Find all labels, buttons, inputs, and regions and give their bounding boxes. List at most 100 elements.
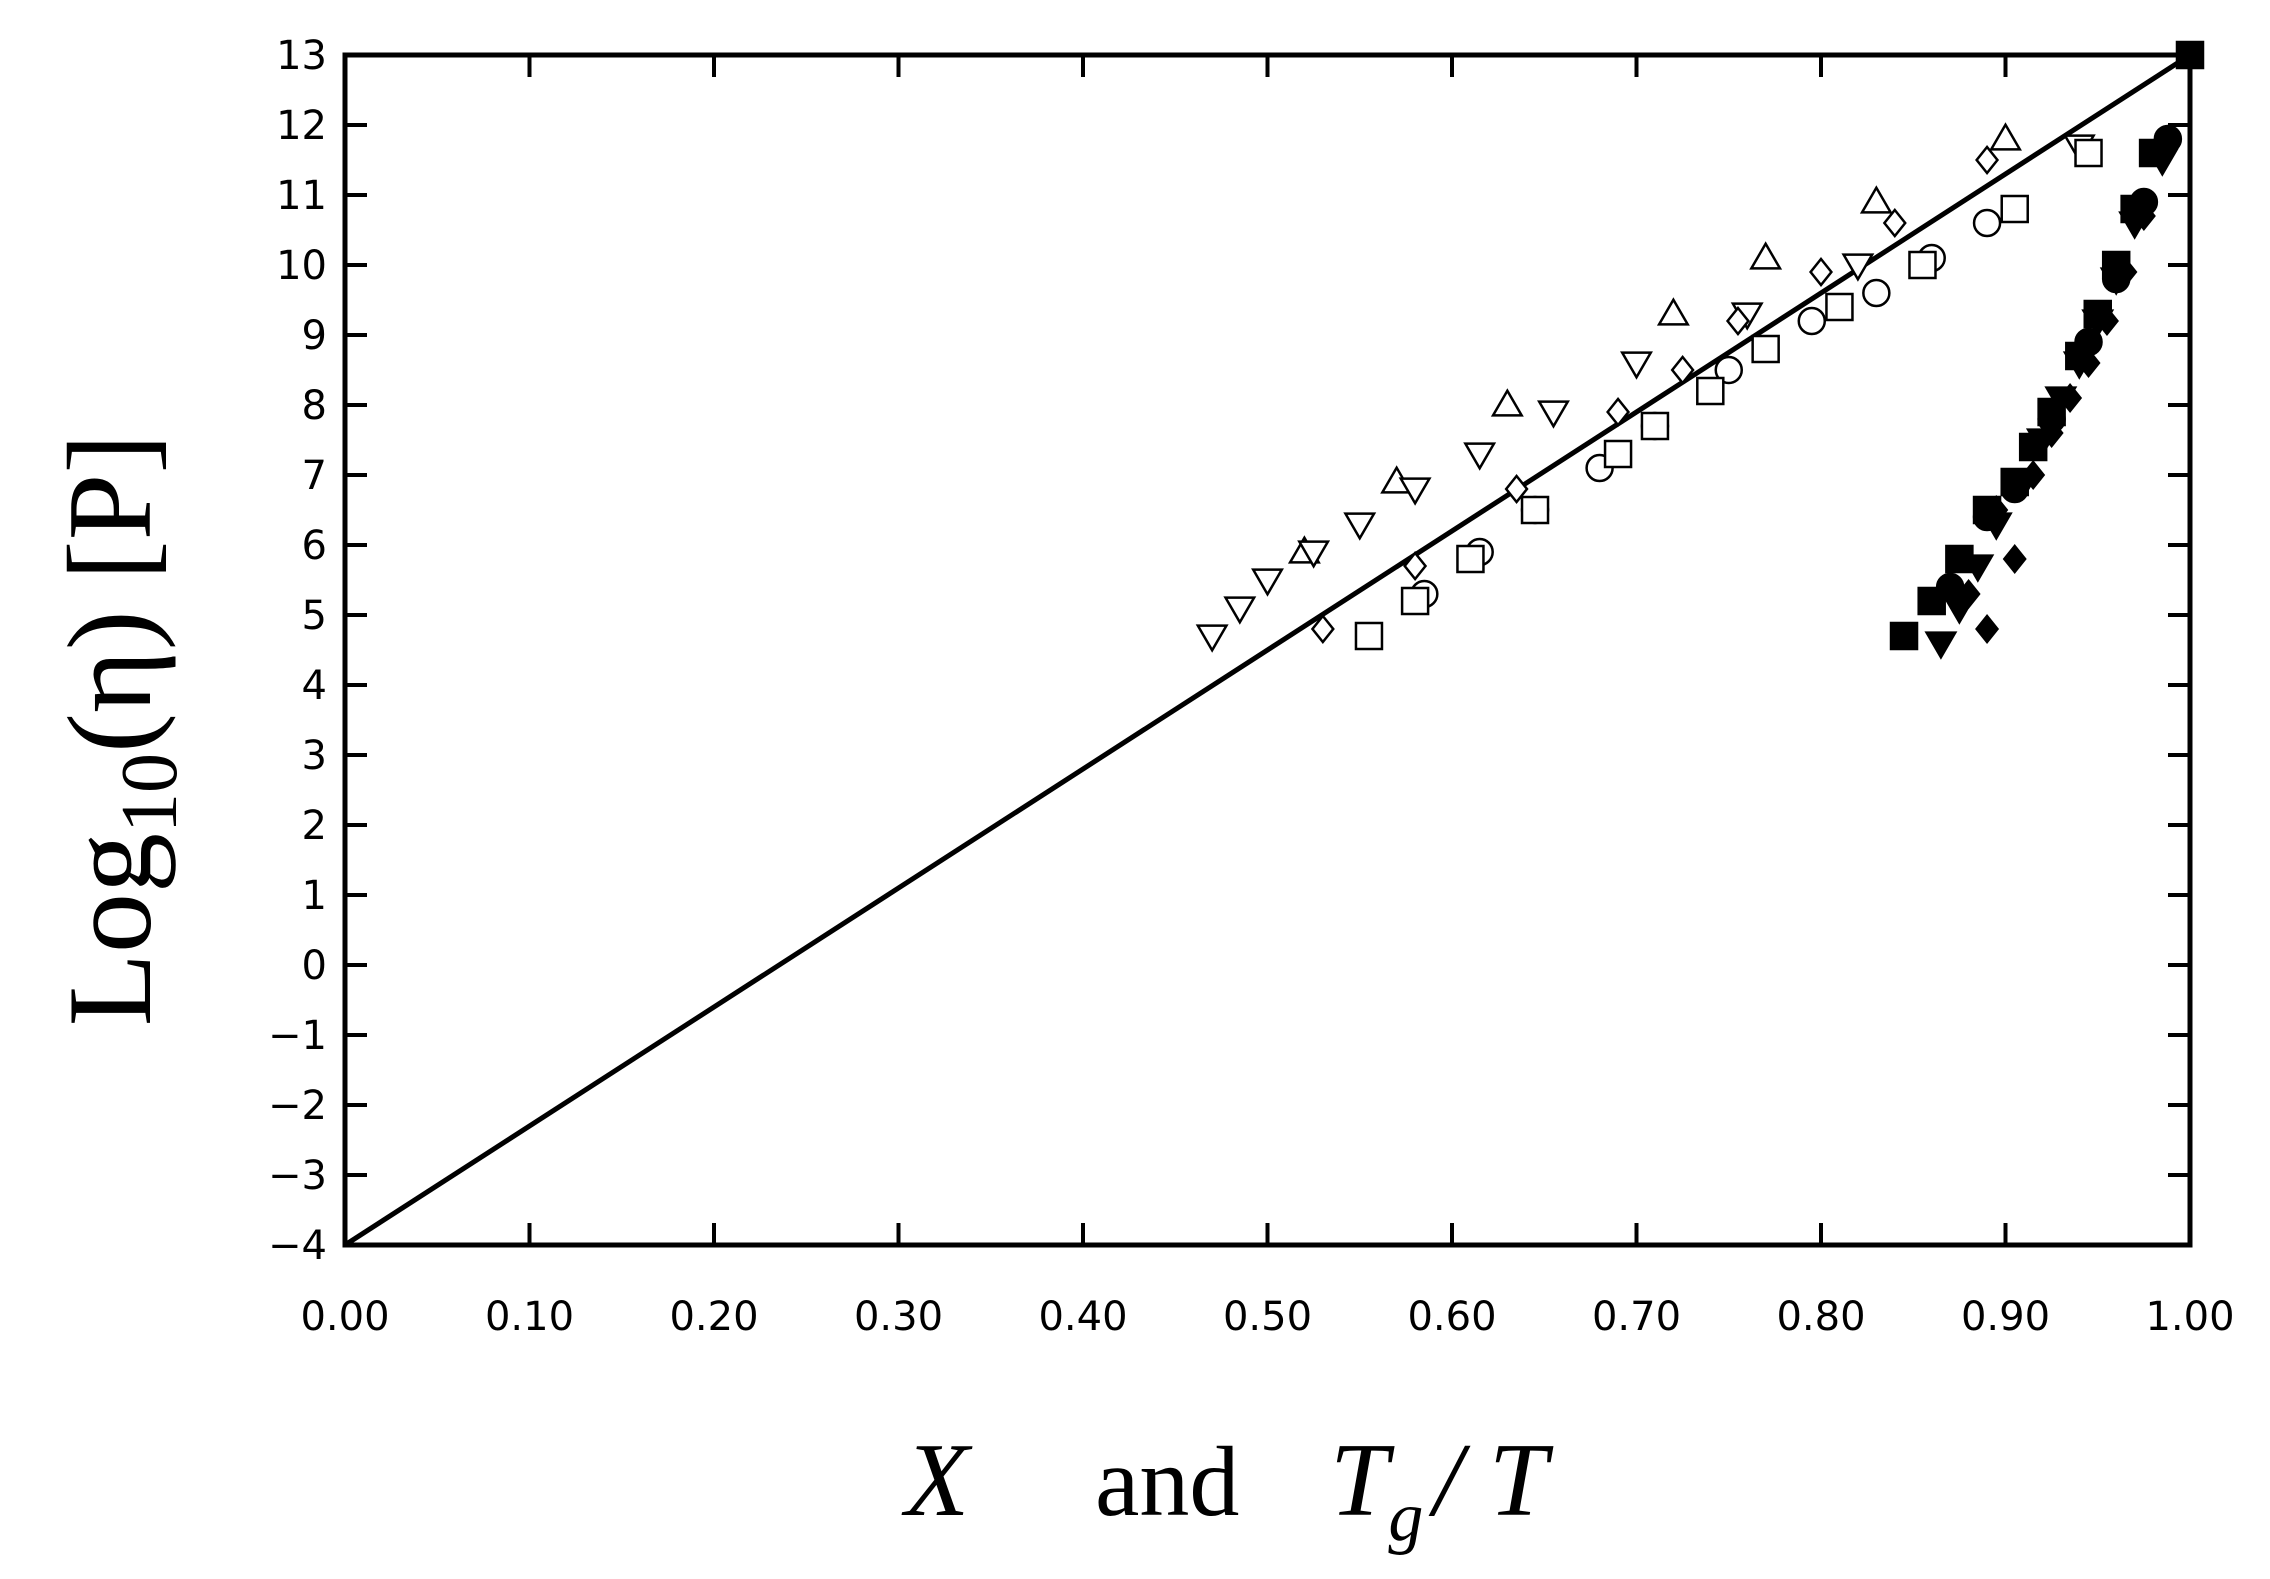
open-triangle-down-point (1195, 624, 1229, 653)
open-diamond-point (1882, 207, 1907, 239)
x-axis-title-sub: g (1388, 1479, 1423, 1556)
filled-circle-point (2000, 474, 2029, 504)
open-diamond-point (1504, 473, 1529, 505)
x-tick-label: 0.90 (1961, 1294, 2050, 1340)
open-diamond-point (1808, 256, 1834, 288)
y-tick-label: 6 (302, 523, 327, 569)
open-square-point (2000, 194, 2029, 224)
x-axis-title-var1: X (901, 1421, 973, 1538)
x-axis-title: X and Tg/ T (901, 1421, 1554, 1556)
reference-line (343, 52, 2192, 1248)
x-tick-label: 0.20 (669, 1294, 758, 1340)
axis-ticks: 0.00 0.10 0.20 0.30 0.40 0.50 0.60 0.70 0.80 0.90… (268, 33, 2235, 1340)
filled-diamond-point (2094, 305, 2119, 337)
open-triangle-down-point (1537, 400, 1570, 429)
y-tick-label: 5 (302, 593, 327, 639)
x-axis-title-rest: / T (1428, 1421, 1553, 1538)
y-tick-label: 9 (302, 313, 327, 359)
y-axis-title: Log10(η) [P] (43, 434, 194, 1027)
y-tick-label: 8 (302, 383, 327, 429)
y-tick-label: 3 (302, 733, 327, 779)
y-tick-label: 1 (302, 873, 327, 919)
y-axis-title-base: Log (43, 833, 176, 1026)
x-axis-title-var2: T (1330, 1421, 1395, 1538)
filled-circle-point (2129, 187, 2159, 217)
y-tick-label: 0 (302, 943, 327, 989)
open-square-point (1908, 250, 1937, 280)
y-tick-label: 12 (276, 103, 327, 149)
open-circle-point (1862, 278, 1891, 308)
filled-triangle-down-point (1924, 631, 1958, 660)
open-square-point (1400, 586, 1430, 616)
x-tick-label: 0.70 (1592, 1294, 1681, 1340)
filled-diamond-point (2076, 347, 2101, 379)
open-square-point (1825, 292, 1854, 322)
x-tick-label: 0.60 (1407, 1294, 1496, 1340)
filled-square-point (2175, 40, 2205, 70)
open-circle-point (1797, 306, 1827, 336)
y-tick-label: 7 (302, 453, 327, 499)
filled-diamond-point (2002, 543, 2027, 575)
open-square-point (1696, 376, 1725, 406)
open-triangle-down-point (1620, 351, 1653, 380)
open-diamond-point (1403, 550, 1428, 582)
x-tick-label: 0.80 (1776, 1294, 1865, 1340)
y-tick-label: 4 (302, 663, 327, 709)
open-triangle-down-point (1251, 568, 1284, 597)
y-tick-label: 2 (302, 803, 327, 849)
x-tick-label: 0.40 (1038, 1294, 1127, 1340)
y-axis-title-sub: 10 (106, 753, 194, 833)
filled-circle-point (2074, 327, 2103, 357)
x-tick-label: 0.00 (300, 1294, 389, 1340)
open-square-point (1520, 495, 1550, 525)
y-tick-label: 13 (276, 33, 327, 79)
open-diamond-point (1725, 305, 1750, 337)
filled-circle-point (2101, 264, 2131, 294)
open-triangle-down-point (1463, 442, 1497, 471)
x-tick-label: 0.30 (854, 1294, 943, 1340)
open-triangle-up-point (1490, 388, 1524, 417)
open-triangle-up-point (1749, 241, 1783, 270)
x-tick-label: 1.00 (2145, 1294, 2234, 1340)
y-tick-label: −3 (268, 1153, 327, 1199)
x-tick-label: 0.50 (1223, 1294, 1312, 1340)
open-triangle-down-point (1343, 512, 1377, 541)
open-square-point (1640, 411, 1670, 441)
filled-diamond-point (2058, 382, 2083, 414)
open-circle-point (1972, 208, 2002, 238)
y-tick-label: −1 (268, 1013, 327, 1059)
open-diamond-point (1670, 354, 1695, 386)
open-square-point (1751, 334, 1780, 364)
y-tick-label: 10 (276, 243, 327, 289)
filled-diamond-point (2021, 459, 2046, 491)
y-tick-label: −4 (268, 1223, 327, 1269)
open-diamond-point (1975, 144, 2000, 176)
open-triangle-up-point (1989, 122, 2022, 151)
open-diamond-point (1606, 396, 1631, 428)
open-triangle-down-point (1841, 253, 1875, 282)
open-square-point (2074, 138, 2103, 168)
filled-square-point (1889, 621, 1919, 651)
open-triangle-down-point (1223, 596, 1257, 625)
open-circle-point (1714, 355, 1743, 385)
open-triangle-down-point (1297, 540, 1331, 569)
open-square-point (1456, 544, 1485, 574)
filled-circle-point (2037, 404, 2066, 434)
filled-circle-point (2153, 124, 2183, 154)
data-points (1195, 40, 2205, 660)
filled-diamond-point (1975, 613, 2000, 645)
open-triangle-down-point (1398, 477, 1432, 506)
x-axis-title-and: and (1095, 1426, 1239, 1537)
y-tick-label: −2 (268, 1083, 327, 1129)
open-square-point (1354, 621, 1384, 651)
open-square-point (1603, 439, 1633, 469)
filled-circle-point (1935, 572, 1965, 602)
open-triangle-up-point (1859, 185, 1893, 214)
svg-text:Tg/ T: Tg/ T (1330, 1421, 1554, 1556)
filled-triangle-down-point (1961, 554, 1995, 583)
y-axis-title-rest: (η) [P] (43, 434, 176, 753)
y-tick-label: 11 (276, 173, 327, 219)
svg-text:Log10(η) [P]: Log10(η) [P] (43, 434, 194, 1027)
open-diamond-point (1310, 613, 1335, 645)
